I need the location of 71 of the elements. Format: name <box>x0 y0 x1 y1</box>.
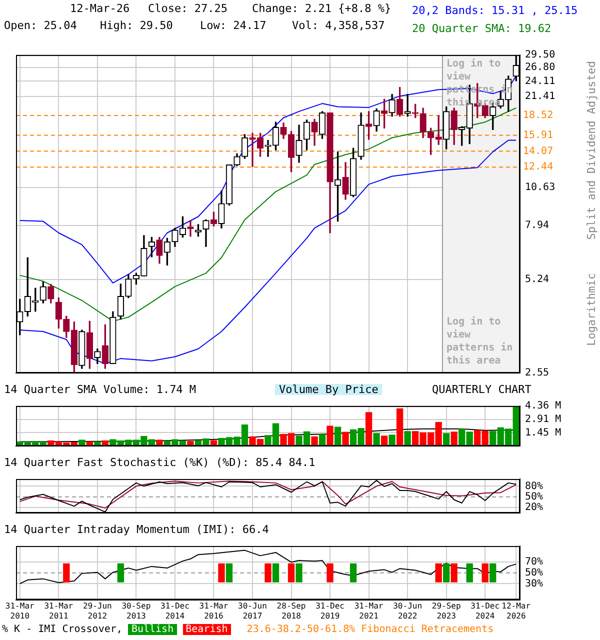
text: 12-Mar-26 <box>70 2 130 15</box>
chart-title: 14 Quarter SMA Volume: 1.74 M <box>4 383 196 396</box>
x-tick-label: 31-Mar 2010 <box>5 602 35 620</box>
y-axis-title: Split and Dividend Adjusted <box>584 60 598 240</box>
text: 20 Quarter SMA: 19.62 <box>412 21 552 37</box>
bar <box>443 433 450 446</box>
y-tick-label: 70% <box>525 556 544 568</box>
x-tick-label: 31-Mar 2011 <box>44 602 74 620</box>
annotation: Log in to view patterns in this area <box>446 316 513 367</box>
legend-title: % K - IMI Crossover, <box>2 624 124 635</box>
y-tick-label: 7.94 <box>525 220 550 232</box>
y-tick-label: 26.80 <box>525 62 556 74</box>
chart-title: 14 Quarter Intraday Momentum (IMI): 66.4 <box>4 523 269 536</box>
x-tick-label: 31-Dec 2024 <box>470 602 500 620</box>
text: Open: 25.04 <box>4 19 77 32</box>
bar <box>373 433 380 446</box>
bar <box>342 432 349 446</box>
x-tick-label: 31-Dec 2014 <box>160 602 190 620</box>
bar <box>156 440 163 446</box>
x-tick-label: 31-Dec 2019 <box>316 602 345 620</box>
bar <box>404 431 411 446</box>
text: Volume By Price <box>275 383 382 396</box>
text: QUARTERLY CHART <box>432 383 532 396</box>
bar <box>311 436 318 446</box>
ref-line-label: 15.91 <box>523 130 554 141</box>
x-tick-label: 29-Sep 2023 <box>432 602 461 620</box>
x-tick-label: 30-Sep 2013 <box>122 602 151 620</box>
y-tick-label: 50% <box>525 567 544 578</box>
text: Bearish <box>182 624 231 635</box>
candlestick <box>404 94 411 117</box>
ref-line-label: 18.52 <box>523 110 554 122</box>
text: Change: 2.21 {+8.8 %} <box>252 2 392 15</box>
bar <box>326 426 334 446</box>
x-tick-label: 30-Jun 2022 <box>393 602 422 620</box>
chart-title: 14 Quarter Fast Stochastic (%K) (%D): 85.4 84.1 <box>4 456 316 469</box>
y-tick-label: 4.36 M <box>525 400 562 412</box>
text: Low: 24.17 <box>200 19 266 32</box>
y-tick-label: 5.24 <box>525 274 550 286</box>
ref-line-label: 12.44 <box>523 162 554 173</box>
bar <box>388 434 396 446</box>
y-tick-label: 2.55 <box>525 368 550 379</box>
x-tick-label: 30-Jun 2017 <box>238 602 268 620</box>
bar <box>450 432 458 446</box>
y-tick-label: 50% <box>525 491 544 502</box>
bar <box>396 408 404 446</box>
text: Close: 27.25 <box>148 2 228 15</box>
y-tick-label: 1.45 M <box>525 427 562 438</box>
x-tick-label: 12-Mar 2026 <box>502 602 531 620</box>
y-tick-label: 2.91 M <box>525 414 562 425</box>
x-tick-label: 28-Sep 2018 <box>276 602 306 620</box>
text: Logarithmic <box>584 272 598 346</box>
x-tick-label: 31-Mar 2016 <box>199 602 228 620</box>
y-tick-label: 30% <box>525 578 544 590</box>
x-tick-label: 31-Mar 2021 <box>354 602 384 620</box>
y-tick-label: 21.41 <box>525 91 556 102</box>
y-tick-label: 20% <box>525 502 544 514</box>
bar <box>380 436 388 446</box>
y-tick-label: 24.11 <box>525 76 556 87</box>
text: 20,2 Bands: 15.31 , 25.15 <box>412 3 578 19</box>
y-tick-label: 80% <box>525 480 544 492</box>
text: Vol: 4,358,537 <box>292 19 385 32</box>
bar <box>365 412 372 446</box>
bar <box>334 426 342 446</box>
y-tick-label: 29.50 <box>525 50 556 61</box>
text: High: 29.50 <box>100 19 173 32</box>
x-tick-label: 29-Jun 2012 <box>82 602 112 620</box>
bar <box>318 434 326 446</box>
ref-line-label: 14.07 <box>523 146 554 157</box>
text: 23.6-38.2-50-61.8% Fibonacci Retracements <box>246 623 494 636</box>
text: Bullish <box>128 624 177 635</box>
y-tick-label: 10.63 <box>525 182 556 194</box>
